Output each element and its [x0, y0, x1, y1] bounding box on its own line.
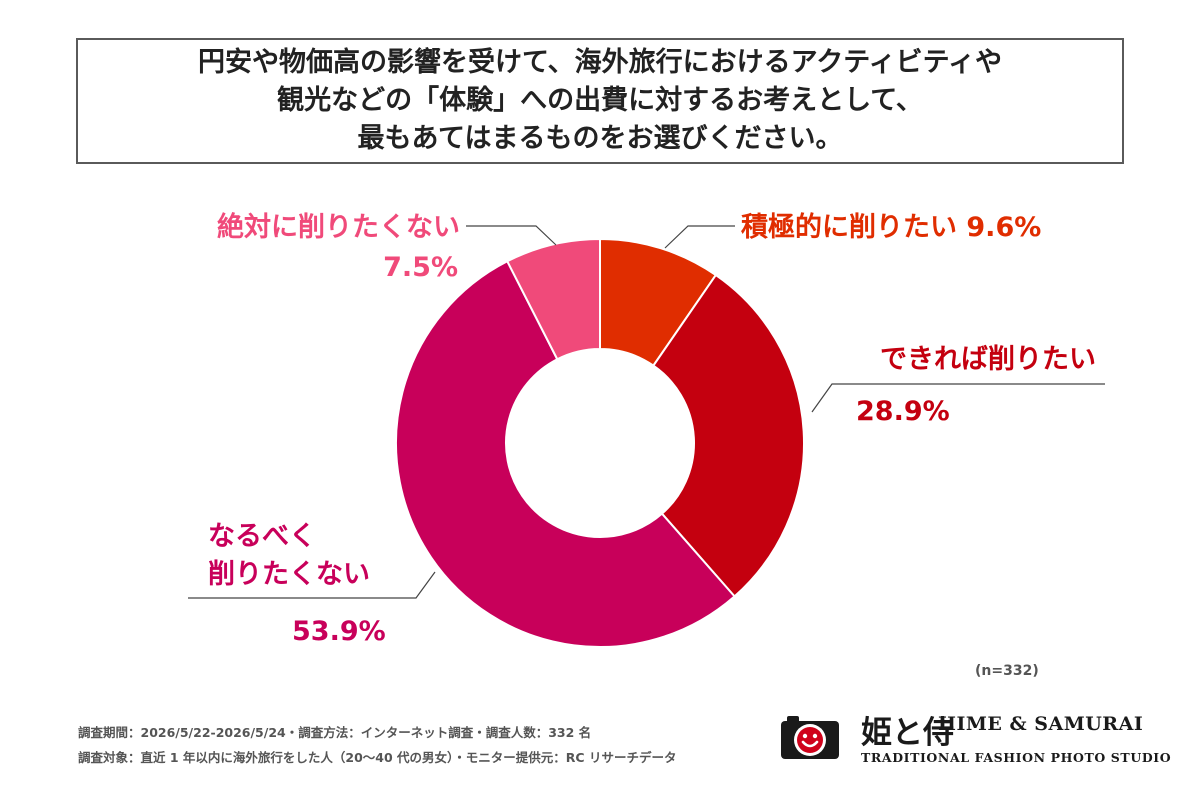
leader-line-sekkyoku	[664, 225, 735, 249]
brand-logo: 姫と侍 HIME & SAMURAI TRADITIONAL FASHION P…	[781, 707, 1171, 769]
logo-name-en: HIME & SAMURAI	[938, 713, 1144, 735]
slice-dekireba	[651, 273, 805, 598]
title-line-2: 観光などの「体験」への出費に対するお考えとして、	[277, 85, 923, 116]
slice-label-zettai-0: 絶対に削りたくない	[217, 211, 460, 243]
logo-subtitle: TRADITIONAL FASHION PHOTO STUDIO	[861, 750, 1172, 765]
slice-label-dekireba-1: 28.9%	[856, 396, 950, 427]
logo-name-jp: 姫と侍	[861, 715, 954, 751]
slice-label-narubeku-1: 削りたくない	[208, 559, 370, 590]
camera-smiley-icon	[781, 716, 839, 759]
title-line-1: 円安や物価高の影響を受けて、海外旅行におけるアクティビティや	[197, 47, 1003, 78]
title-line-3: 最もあてはまるものをお選びください。	[357, 123, 843, 154]
slice-zettai	[505, 237, 601, 361]
slice-label-zettai-1: 7.5%	[383, 252, 458, 283]
footnote-target: 調査対象：直近 1 年以内に海外旅行をした人（20〜40 代の男女）・モニター提…	[78, 750, 677, 765]
leader-line-dekireba	[811, 383, 1105, 413]
footnote-period: 調査期間：2026/5/22-2026/5/24・調査方法：インターネット調査・…	[78, 725, 592, 740]
slice-label-dekireba-0: できれば削りたい	[880, 344, 1096, 375]
slice-label-sekkyoku-0: 積極的に削りたい 9.6%	[741, 211, 1041, 243]
slice-label-narubeku-2: 53.9%	[292, 616, 386, 647]
leader-line-zettai	[466, 225, 557, 246]
leader-line-narubeku	[188, 571, 436, 599]
sample-size-label: (n=332)	[975, 663, 1039, 679]
question-title-box: 円安や物価高の影響を受けて、海外旅行におけるアクティビティや 観光などの「体験」…	[76, 38, 1124, 164]
slice-narubeku	[395, 259, 736, 648]
slice-label-narubeku-0: なるべく	[208, 521, 316, 552]
